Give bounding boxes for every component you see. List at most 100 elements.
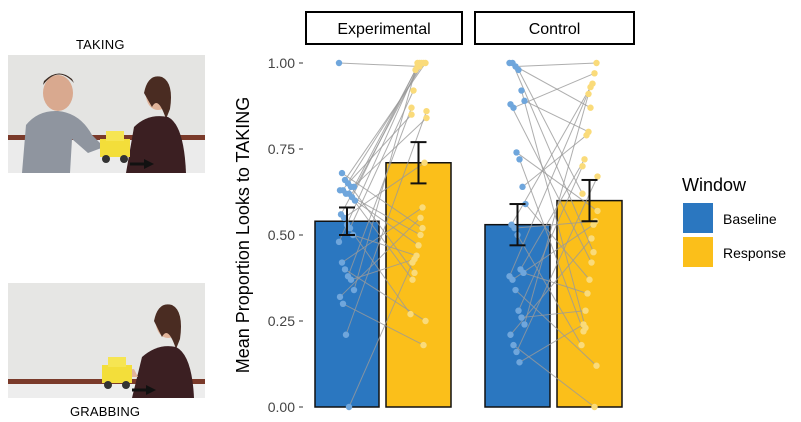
pair-line — [341, 172, 423, 229]
response-point — [579, 190, 586, 197]
baseline-point — [512, 286, 519, 294]
response-point — [417, 214, 424, 221]
baseline-point — [340, 214, 348, 221]
baseline-point — [341, 266, 349, 273]
baseline-point — [513, 149, 520, 156]
baseline-point — [507, 331, 514, 338]
response-point — [582, 307, 589, 314]
baseline-point — [513, 348, 520, 356]
baseline-point — [510, 104, 517, 111]
taking-photo — [8, 55, 205, 173]
response-point — [417, 231, 424, 239]
pair-line — [517, 234, 582, 346]
response-point — [407, 310, 414, 318]
facet-strip — [474, 11, 635, 45]
response-point — [588, 259, 595, 266]
response-point — [585, 90, 592, 98]
response-point — [584, 290, 591, 297]
pair-line — [518, 165, 583, 311]
pair-line — [522, 134, 587, 188]
pair-line — [525, 203, 590, 281]
pair-line — [521, 310, 586, 319]
baseline-point — [335, 238, 343, 246]
response-point — [583, 132, 590, 139]
y-tick-label: 0.25 — [268, 313, 295, 329]
bar-baseline — [314, 220, 380, 408]
y-tick-label: 0.50 — [268, 227, 295, 243]
bar-response — [556, 199, 623, 408]
response-point — [588, 235, 595, 242]
baseline-point — [518, 87, 525, 94]
facet-label: Control — [529, 21, 581, 38]
pair-line — [512, 62, 594, 253]
pair-line — [338, 62, 420, 67]
response-point — [579, 163, 586, 170]
pair-line — [342, 303, 424, 346]
pair-line — [519, 324, 584, 363]
pair-line — [516, 152, 598, 212]
pair-line — [524, 93, 589, 325]
response-point — [419, 204, 426, 211]
baseline-point — [521, 97, 528, 105]
facet-label: Experimental — [337, 21, 430, 38]
pair-line — [518, 69, 583, 194]
pair-line — [524, 100, 589, 133]
pair-line — [339, 217, 421, 298]
pair-line — [338, 62, 420, 243]
response-point — [415, 242, 422, 249]
pair-line — [353, 62, 418, 291]
response-point — [590, 221, 597, 228]
response-point — [587, 83, 594, 91]
response-point — [419, 224, 426, 232]
y-axis-title: Mean Proportion Looks to TAKING — [233, 97, 253, 373]
response-point — [421, 159, 428, 166]
pair-line — [343, 162, 425, 219]
y-tick-label: 0.75 — [268, 141, 295, 157]
baseline-point — [515, 66, 522, 74]
pair-line — [345, 110, 427, 335]
pair-line — [352, 234, 417, 257]
baseline-point — [342, 331, 350, 338]
baseline-point — [335, 59, 343, 67]
response-point — [409, 259, 416, 266]
baseline-point — [338, 259, 346, 266]
response-point — [578, 341, 585, 349]
response-point — [591, 403, 598, 411]
response-point — [580, 321, 587, 328]
baseline-point — [509, 276, 516, 283]
pair-line — [347, 107, 412, 277]
legend-swatch-baseline — [683, 203, 713, 233]
pair-line — [347, 114, 412, 184]
baseline-point — [351, 197, 359, 204]
response-point — [420, 341, 427, 349]
taking-label: TAKING — [76, 37, 125, 52]
legend-title: Window — [682, 175, 747, 195]
baseline-point — [510, 341, 517, 349]
response-point — [423, 107, 430, 115]
pair-line — [345, 117, 427, 195]
baseline-point — [511, 224, 518, 232]
pair-line — [512, 224, 594, 281]
baseline-point — [518, 314, 525, 321]
response-point — [409, 276, 416, 283]
pair-line — [520, 159, 585, 270]
legend-label: Baseline — [723, 211, 777, 227]
baseline-point — [515, 307, 522, 314]
legend-swatch-response — [683, 237, 713, 267]
baseline-point — [520, 269, 527, 277]
y-tick-label: 1.00 — [268, 55, 295, 71]
pair-line — [521, 90, 586, 329]
response-point — [410, 87, 417, 94]
pair-line — [515, 62, 597, 67]
baseline-point — [346, 224, 354, 232]
pair-line — [514, 220, 596, 229]
pair-line — [348, 262, 413, 408]
response-point — [411, 269, 418, 277]
baseline-point — [338, 169, 346, 177]
response-point — [423, 114, 430, 122]
pair-line — [350, 186, 415, 274]
response-point — [591, 70, 598, 77]
response-point — [593, 59, 600, 67]
response-point — [594, 207, 601, 215]
baseline-point — [516, 359, 523, 366]
